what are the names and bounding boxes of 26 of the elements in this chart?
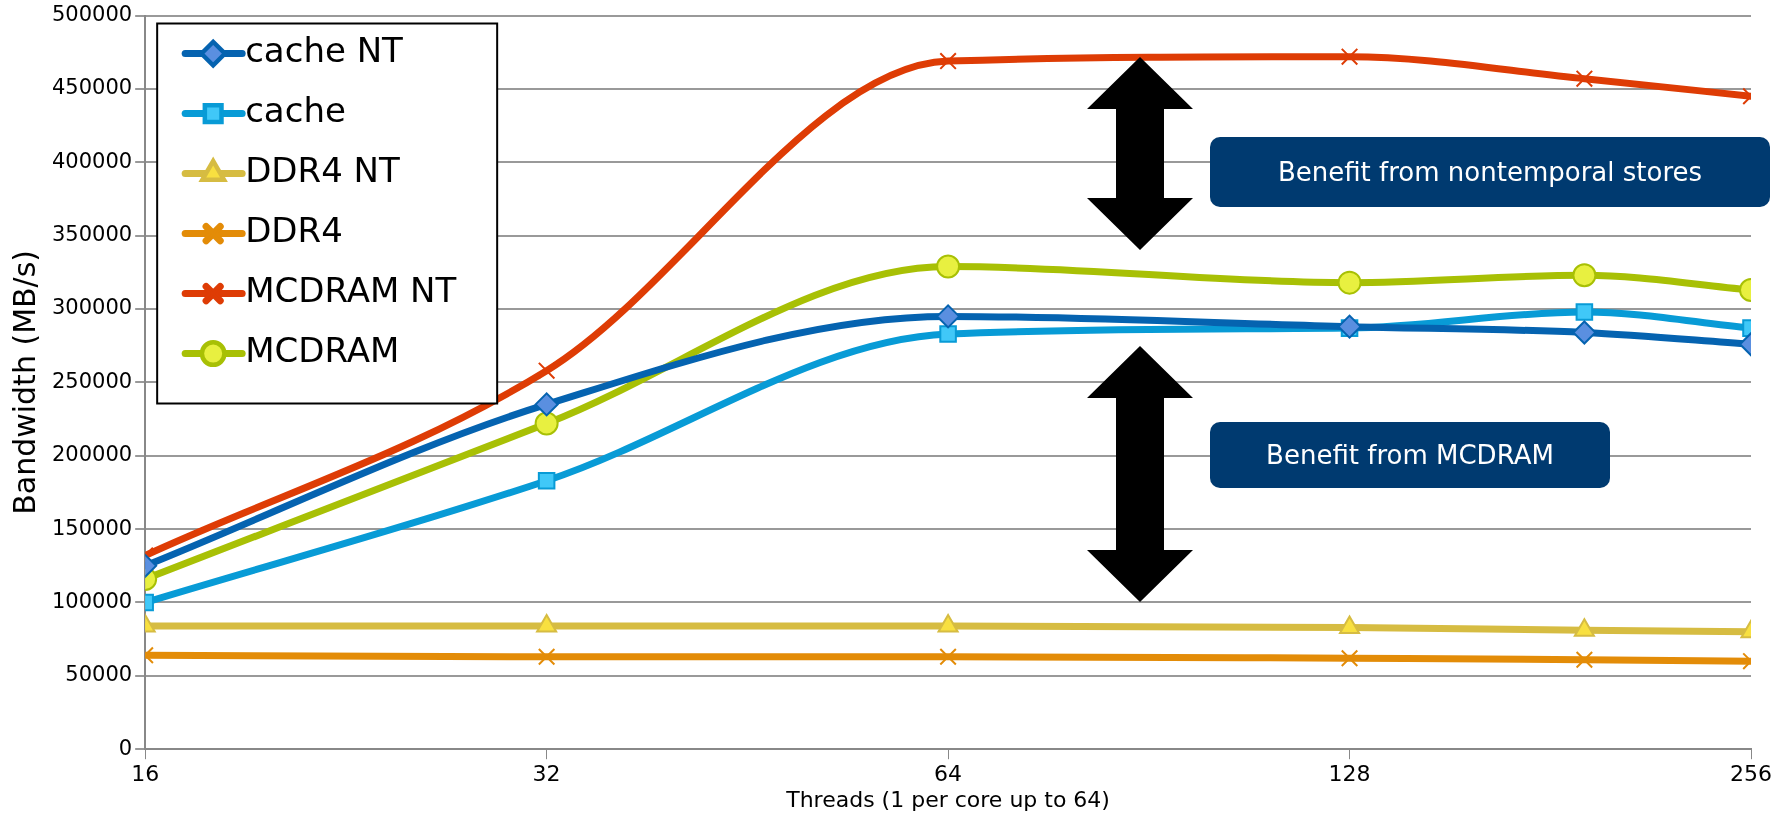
legend-label: MCDRAM NT (245, 270, 457, 311)
y-tick-label: 450000 (51, 75, 133, 100)
x-tick-label: 64 (934, 761, 963, 787)
legend-label: DDR4 (245, 210, 343, 251)
x-axis-title: Threads (1 per core up to 64) (785, 786, 1110, 812)
y-tick-label: 0 (118, 735, 133, 760)
y-tick-label: 350000 (51, 222, 133, 247)
x-tick-label: 256 (1730, 761, 1772, 787)
y-tick-label: 200000 (51, 442, 133, 467)
legend-label: cache NT (245, 30, 404, 71)
x-tick-label: 128 (1328, 761, 1371, 787)
y-tick-label: 250000 (51, 368, 133, 393)
legend-label: MCDRAM (245, 330, 400, 371)
label-box: Benefit from nontemporal stores (1210, 137, 1770, 207)
y-tick-label: 150000 (51, 515, 133, 540)
legend-label: cache (245, 90, 346, 131)
y-tick-label: 100000 (51, 588, 133, 613)
x-tick-label: 16 (131, 761, 160, 787)
label-box: Benefit from MCDRAM (1210, 422, 1610, 488)
legend-label: DDR4 NT (245, 150, 401, 191)
y-axis-title: Bandwidth (MB/s) (6, 249, 42, 515)
x-tick-label: 32 (532, 761, 561, 787)
y-tick-label: 400000 (51, 148, 133, 173)
y-tick-label: 500000 (51, 2, 133, 27)
y-tick-label: 50000 (65, 662, 133, 687)
y-tick-label: 300000 (51, 295, 133, 320)
